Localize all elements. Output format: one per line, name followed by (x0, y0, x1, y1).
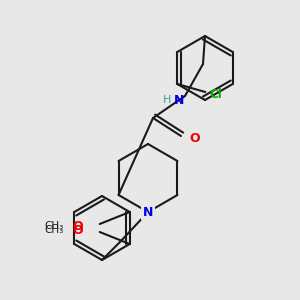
Text: H: H (163, 95, 171, 105)
Text: CH₃: CH₃ (44, 221, 63, 231)
Text: N: N (143, 206, 153, 218)
Text: O: O (72, 220, 83, 232)
Text: O: O (190, 131, 200, 145)
Text: N: N (174, 94, 184, 106)
Text: O: O (72, 224, 83, 236)
Text: Cl: Cl (209, 88, 222, 100)
Text: CH₃: CH₃ (44, 225, 63, 235)
